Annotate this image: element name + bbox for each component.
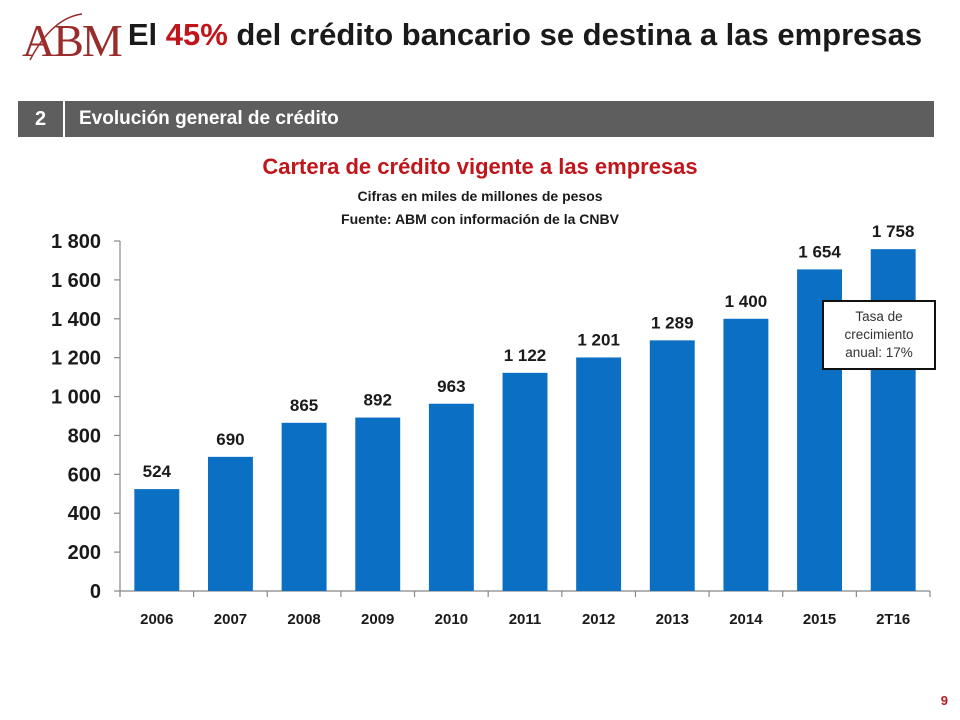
x-tick-label: 2T16	[876, 611, 910, 628]
y-tick-label: 800	[68, 425, 101, 447]
abm-logo: ABM	[22, 8, 123, 70]
title-prefix: El	[127, 17, 166, 52]
x-tick-label: 2007	[214, 611, 247, 628]
x-tick-label: 2011	[509, 611, 542, 628]
x-tick-label: 2014	[729, 611, 763, 628]
x-tick-label: 2012	[582, 611, 615, 628]
y-tick-label: 0	[90, 581, 101, 603]
page-title: El 45% del crédito bancario se destina a…	[120, 14, 930, 56]
chart-title: Cartera de crédito vigente a las empresa…	[262, 154, 698, 179]
data-label: 865	[290, 396, 318, 415]
x-tick-label: 2013	[656, 611, 689, 628]
y-tick-label: 600	[68, 464, 101, 486]
data-label: 963	[437, 377, 465, 396]
y-tick-label: 1 600	[51, 270, 101, 292]
bar	[723, 318, 769, 591]
data-label: 892	[364, 391, 392, 410]
chart-subtitle: Cifras en miles de millones de pesos	[357, 188, 603, 204]
y-tick-label: 1 000	[51, 387, 101, 409]
section-label: Evolución general de crédito	[79, 108, 339, 129]
data-label: 1 758	[872, 222, 915, 241]
data-label: 690	[216, 430, 244, 449]
bar	[281, 422, 327, 591]
bar	[576, 357, 622, 591]
section-bar: 2 Evolución general de crédito	[18, 101, 934, 137]
y-tick-label: 400	[68, 503, 101, 525]
data-label: 1 122	[504, 346, 547, 365]
data-label: 1 289	[651, 313, 694, 332]
y-tick-label: 200	[68, 542, 101, 564]
x-tick-label: 2010	[435, 611, 468, 628]
bar	[502, 372, 548, 591]
y-tick-label: 1 400	[51, 309, 101, 331]
bar	[207, 456, 253, 591]
data-label: 524	[143, 462, 172, 481]
section-number: 2	[18, 101, 65, 137]
x-tick-label: 2015	[803, 611, 836, 628]
y-tick-label: 1 800	[51, 231, 101, 253]
y-tick-label: 1 200	[51, 348, 101, 370]
bar	[355, 417, 401, 591]
title-suffix: del crédito bancario se destina a las em…	[227, 17, 923, 52]
title-highlight: 45%	[165, 17, 228, 52]
chart-source: Fuente: ABM con información de la CNBV	[341, 211, 619, 227]
data-label: 1 400	[725, 292, 768, 311]
growth-rate-callout: Tasa de crecimiento anual: 17%	[822, 300, 936, 370]
bar	[134, 489, 180, 591]
logo-swoosh-icon	[29, 13, 83, 61]
x-tick-label: 2009	[361, 611, 394, 628]
page-number: 9	[940, 693, 948, 708]
x-tick-label: 2006	[140, 611, 173, 628]
logo-text: ABM	[22, 15, 123, 66]
x-tick-label: 2008	[287, 611, 320, 628]
bar	[428, 403, 474, 591]
data-label: 1 201	[577, 330, 620, 349]
bar	[649, 340, 695, 591]
data-label: 1 654	[798, 242, 841, 261]
